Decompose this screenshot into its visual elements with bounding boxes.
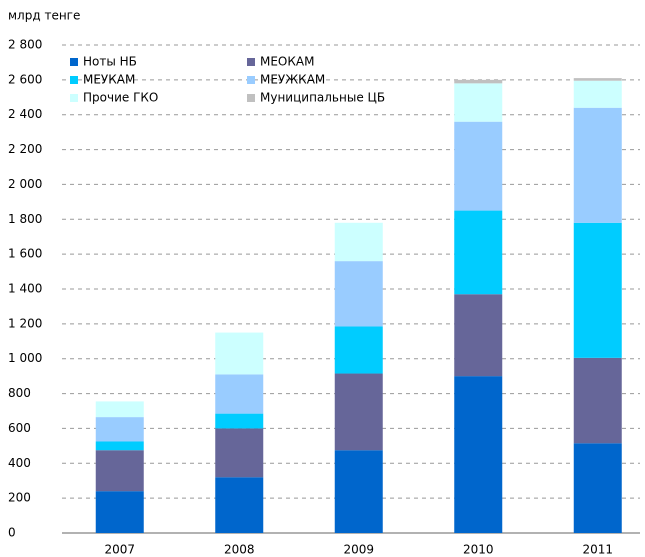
bar-segment	[454, 376, 503, 533]
bar-segment	[215, 428, 264, 478]
bar-segment	[573, 357, 622, 444]
y-tick-label: 2 400	[8, 107, 42, 121]
y-tick-label: 0	[8, 526, 16, 540]
bar-segment	[454, 294, 503, 377]
bar-segment	[215, 374, 264, 414]
legend-swatch	[247, 76, 255, 84]
legend-label: Ноты НБ	[83, 55, 137, 69]
bar-segment	[573, 80, 622, 108]
y-tick-label: 2 200	[8, 142, 42, 156]
x-tick-label: 2010	[463, 543, 494, 557]
y-tick-label: 600	[8, 421, 31, 435]
legend-swatch	[247, 58, 255, 66]
bar-segment	[95, 401, 144, 418]
bar-segment	[95, 441, 144, 451]
x-tick-label: 2011	[582, 543, 613, 557]
bar-segment	[454, 121, 503, 211]
legend-label: МЕУКАМ	[83, 73, 135, 87]
legend-swatch	[247, 94, 255, 102]
legend-swatch	[70, 76, 78, 84]
y-tick-label: 1 400	[8, 282, 42, 296]
x-tick-label: 2007	[104, 543, 135, 557]
bar-segment	[95, 491, 144, 533]
legend-label: МЕУЖКАМ	[260, 73, 325, 87]
bar-segment	[95, 450, 144, 492]
y-tick-label: 1 000	[8, 351, 42, 365]
legend-label: Муниципальные ЦБ	[260, 91, 385, 105]
bar-segment	[334, 373, 383, 451]
y-tick-label: 1 200	[8, 316, 42, 330]
bar-segment	[334, 326, 383, 374]
y-tick-label: 2 600	[8, 72, 42, 86]
legend-swatch	[70, 94, 78, 102]
y-tick-label: 800	[8, 386, 31, 400]
bar-segment	[573, 443, 622, 533]
x-tick-label: 2009	[343, 543, 374, 557]
legend-label: Прочие ГКО	[83, 91, 158, 105]
legend-label: МЕОКАМ	[260, 55, 314, 69]
y-tick-label: 1 800	[8, 212, 42, 226]
bar-segment	[454, 79, 503, 84]
bar-segment	[215, 477, 264, 533]
y-tick-label: 1 600	[8, 247, 42, 261]
bar-segment	[215, 413, 264, 429]
bar-segment	[95, 417, 144, 442]
bar-segment	[454, 83, 503, 122]
bar-segment	[334, 222, 383, 262]
bar-segment	[573, 107, 622, 223]
bar-segment	[334, 261, 383, 327]
bar-segment	[334, 450, 383, 533]
y-tick-label: 400	[8, 456, 31, 470]
bar-segment	[573, 78, 622, 81]
y-tick-label: 2 800	[8, 38, 42, 52]
bar-segment	[215, 332, 264, 375]
y-tick-label: 2 000	[8, 177, 42, 191]
bar-segment	[454, 210, 503, 295]
legend-swatch	[70, 58, 78, 66]
y-tick-label: 200	[8, 491, 31, 505]
y-axis-label: млрд тенге	[8, 9, 80, 23]
x-tick-label: 2008	[224, 543, 255, 557]
bar-segment	[573, 222, 622, 358]
